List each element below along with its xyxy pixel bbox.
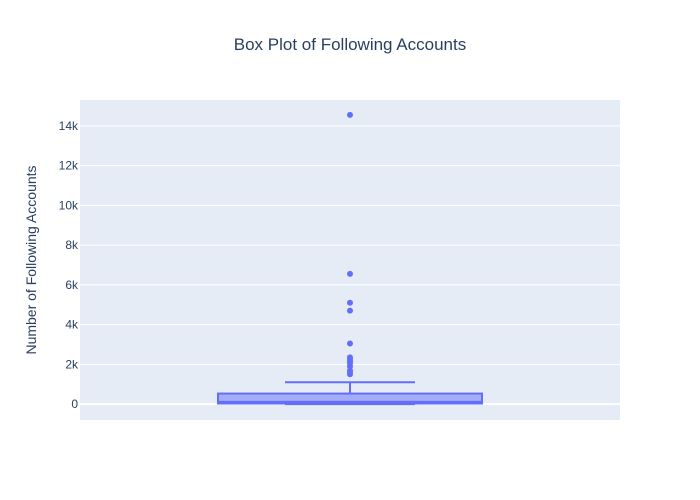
outlier-point <box>347 111 353 118</box>
outlier-point <box>347 270 353 277</box>
outlier-points <box>347 111 353 378</box>
chart-title: Box Plot of Following Accounts <box>234 35 466 54</box>
y-axis-title: Number of Following Accounts <box>23 165 39 354</box>
y-tick-label: 6k <box>65 278 79 292</box>
y-tick-label: 2k <box>65 357 79 371</box>
outlier-point <box>347 354 353 361</box>
y-tick-label: 14k <box>59 119 79 133</box>
outlier-point <box>347 340 353 347</box>
y-tick-label: 4k <box>65 318 79 332</box>
y-tick-labels: 0 2k 4k 6k 8k 10k 12k 14k <box>59 119 79 411</box>
y-tick-label: 0 <box>71 397 78 411</box>
outlier-point <box>347 307 353 314</box>
y-tick-label: 10k <box>59 198 79 212</box>
y-tick-label: 8k <box>65 238 79 252</box>
outlier-point <box>347 299 353 306</box>
y-tick-label: 12k <box>59 159 79 173</box>
box-trace <box>217 381 483 406</box>
